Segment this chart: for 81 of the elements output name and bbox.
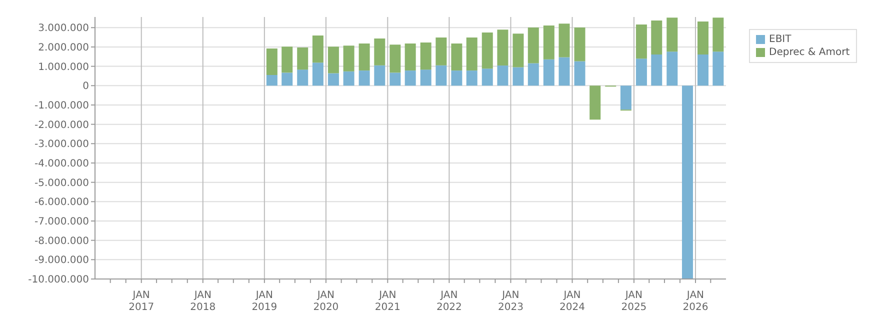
- y-tick-label: -1.000.000: [34, 100, 89, 112]
- bar: [374, 38, 386, 66]
- bar: [574, 27, 586, 62]
- y-tick-label: -4.000.000: [34, 158, 89, 170]
- y-tick-label: 2.000.000: [38, 42, 89, 54]
- bar: [651, 20, 662, 55]
- bar: [404, 70, 416, 86]
- bar: [482, 68, 493, 86]
- y-tick-label: 0: [82, 81, 89, 92]
- bar: [512, 67, 524, 86]
- bar: [528, 63, 539, 86]
- bar: [282, 72, 293, 86]
- bar: [328, 73, 339, 86]
- y-tick-label: -6.000.000: [34, 197, 89, 208]
- y-tick-label: -10.000.000: [28, 274, 89, 286]
- y-tick-label: -9.000.000: [34, 255, 89, 266]
- bar: [543, 59, 554, 86]
- bar: [543, 26, 554, 60]
- bar: [436, 37, 447, 66]
- bar: [558, 57, 570, 86]
- x-tick-label: JAN 2021: [374, 290, 400, 313]
- legend-label: Deprec & Amort: [769, 46, 850, 59]
- y-tick-label: -8.000.000: [34, 236, 89, 247]
- bar: [620, 86, 632, 110]
- bar: [404, 43, 416, 71]
- bar: [374, 65, 386, 86]
- bar: [466, 37, 478, 71]
- bar: [343, 71, 354, 86]
- legend-label: EBIT: [769, 33, 792, 46]
- bar: [636, 58, 647, 86]
- bar: [666, 18, 678, 52]
- bar: [343, 46, 354, 72]
- x-tick-label: JAN 2026: [682, 290, 708, 313]
- bar: [358, 43, 370, 71]
- bar: [482, 32, 493, 69]
- bar: [590, 86, 601, 120]
- y-tick-label: -2.000.000: [34, 120, 89, 131]
- x-tick-label: JAN 2022: [436, 290, 462, 313]
- bar: [636, 24, 647, 59]
- bar: [512, 34, 524, 68]
- bar: [528, 27, 539, 64]
- y-tick-label: -7.000.000: [34, 216, 89, 228]
- x-tick-label: JAN 2024: [560, 290, 585, 313]
- y-tick-label: 1.000.000: [38, 62, 89, 73]
- bar: [666, 52, 678, 86]
- bar: [697, 21, 708, 55]
- bar: [697, 54, 708, 86]
- x-tick-label: JAN 2017: [128, 290, 154, 313]
- y-tick-label: -3.000.000: [34, 139, 89, 150]
- x-tick-label: JAN 2025: [621, 290, 647, 313]
- bar: [312, 62, 324, 86]
- bar: [682, 86, 693, 279]
- bar: [712, 52, 724, 86]
- bar: [420, 70, 432, 86]
- bar: [266, 48, 278, 76]
- bar: [574, 61, 586, 86]
- bar: [266, 75, 278, 86]
- bar: [451, 43, 462, 71]
- bar: [466, 70, 478, 86]
- y-tick-label: -5.000.000: [34, 178, 89, 189]
- bar: [390, 44, 401, 73]
- bar: [358, 70, 370, 86]
- x-tick-label: JAN 2019: [252, 290, 278, 313]
- bar: [297, 70, 308, 86]
- bar: [436, 65, 447, 86]
- y-tick-label: 3.000.000: [38, 23, 89, 34]
- bar: [420, 42, 432, 70]
- bar: [282, 46, 293, 73]
- x-tick-label: JAN 2020: [313, 290, 339, 313]
- bar: [312, 36, 324, 63]
- x-tick-label: JAN 2023: [498, 290, 524, 313]
- bar: [328, 46, 339, 74]
- bar: [712, 18, 724, 52]
- bar: [558, 24, 570, 58]
- bar: [451, 70, 462, 86]
- bar: [497, 30, 508, 66]
- x-tick-label: JAN 2018: [190, 290, 216, 313]
- bar: [497, 66, 508, 86]
- bar: [297, 48, 308, 70]
- bar: [651, 54, 662, 86]
- bar: [390, 72, 401, 86]
